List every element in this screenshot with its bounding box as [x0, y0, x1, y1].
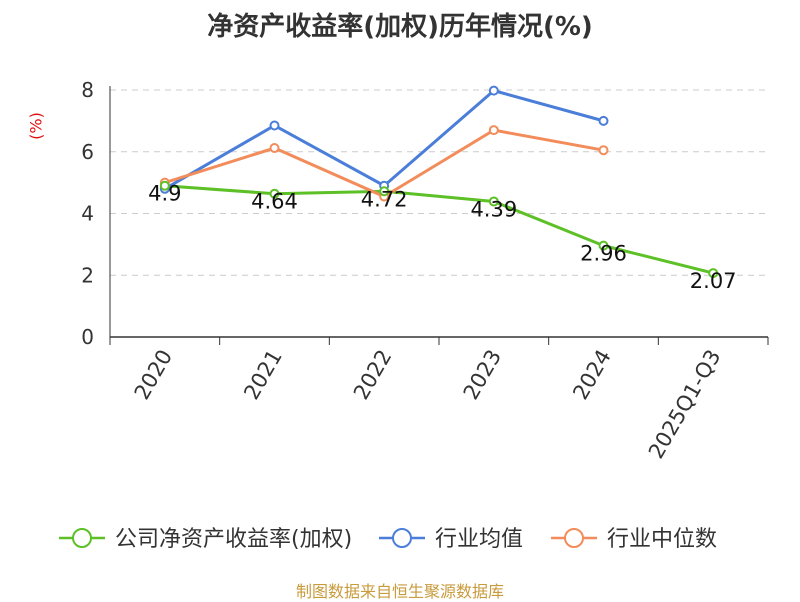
data-point	[598, 240, 609, 251]
data-point	[598, 145, 609, 156]
legend-marker	[72, 528, 92, 548]
legend-marker	[392, 528, 412, 548]
x-tick-label: 2023	[459, 346, 507, 404]
legend-label: 公司净资产收益率(加权)	[115, 527, 352, 552]
data-point	[379, 186, 390, 197]
data-point	[159, 180, 170, 191]
data-point	[598, 115, 609, 126]
data-label: 2.96	[580, 242, 627, 266]
x-tick-label: 2021	[239, 346, 287, 404]
legend-label: 行业中位数	[607, 527, 717, 552]
series-line	[164, 89, 604, 191]
data-label: 2.07	[690, 269, 737, 293]
x-tick-label: 2025Q1-Q3	[644, 346, 726, 463]
series-lines	[164, 89, 714, 275]
axes: 0 2 4 6 8 2020 2021 2022 2023 2024 2025Q1-Q3	[81, 78, 769, 463]
data-point	[488, 125, 499, 136]
source-note: 制图数据来自恒生聚源数据库	[295, 582, 504, 601]
data-label: 4.39	[470, 197, 517, 221]
legend-marker	[564, 528, 584, 548]
y-tick-label: 2	[81, 263, 94, 287]
x-tick-label: 2020	[130, 346, 178, 404]
data-point	[269, 143, 280, 154]
data-label: 4.64	[251, 190, 298, 214]
legend-item: 公司净资产收益率(加权)	[59, 527, 352, 552]
data-labels: 4.9 4.64 4.72 4.39 2.96 2.07	[148, 182, 736, 293]
legend-item: 行业中位数	[551, 527, 717, 552]
legend: 公司净资产收益率(加权) 行业均值 行业中位数	[59, 527, 717, 552]
gridlines	[110, 89, 768, 276]
x-tick-label: 2024	[568, 346, 616, 404]
y-tick-label: 8	[81, 78, 94, 102]
data-label: 4.9	[148, 182, 181, 206]
data-point	[269, 188, 280, 199]
data-point	[269, 120, 280, 131]
y-tick-label: 0	[81, 325, 94, 349]
x-tick-label: 2022	[349, 346, 397, 404]
y-tick-label: 6	[81, 140, 94, 164]
data-label: 4.72	[361, 187, 408, 211]
data-point	[488, 85, 499, 96]
data-point	[488, 196, 499, 207]
legend-label: 行业均值	[435, 527, 523, 552]
y-tick-label: 4	[81, 202, 94, 226]
chart-title: 净资产收益率(加权)历年情况(%)	[207, 12, 593, 42]
legend-item: 行业均值	[379, 527, 523, 552]
series-line	[164, 184, 714, 275]
data-point	[708, 268, 719, 279]
series-points	[159, 85, 719, 279]
